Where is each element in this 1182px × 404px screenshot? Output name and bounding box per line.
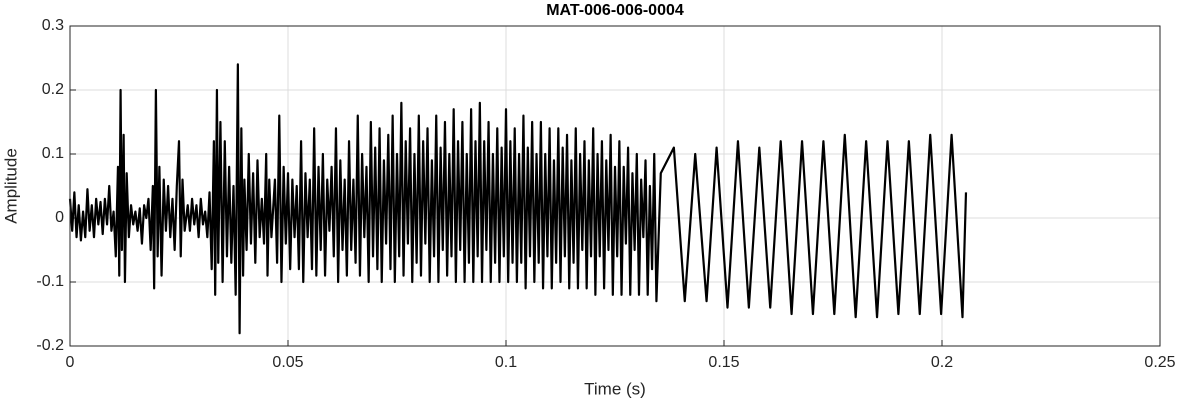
y-tick-label: 0.2 (42, 81, 64, 98)
y-tick-label: -0.1 (36, 273, 64, 290)
x-tick-label: 0.25 (1144, 354, 1175, 371)
x-axis-label: Time (s) (584, 379, 646, 398)
y-tick-label: 0.1 (42, 145, 64, 162)
x-tick-label: 0 (66, 354, 75, 371)
x-tick-label: 0.2 (931, 354, 953, 371)
marks (68, 63, 968, 335)
x-tick-label: 0.05 (272, 354, 303, 371)
tick-labels: -0.2 -0.1 0 0.1 0.2 0.3 0 0.05 0.1 0.15 0.2 0.25 (36, 17, 1175, 371)
y-tick-label: 0 (55, 209, 64, 226)
y-axis-label: Amplitude (1, 148, 20, 224)
y-tick-label: -0.2 (36, 337, 64, 354)
y-tick-label: 0.3 (42, 17, 64, 34)
chart-title: MAT-006-006-0004 (546, 2, 684, 19)
x-tick-label: 0.1 (495, 354, 517, 371)
signal-line (68, 63, 968, 335)
x-tick-label: 0.15 (708, 354, 739, 371)
plot-frame (69, 25, 1161, 347)
